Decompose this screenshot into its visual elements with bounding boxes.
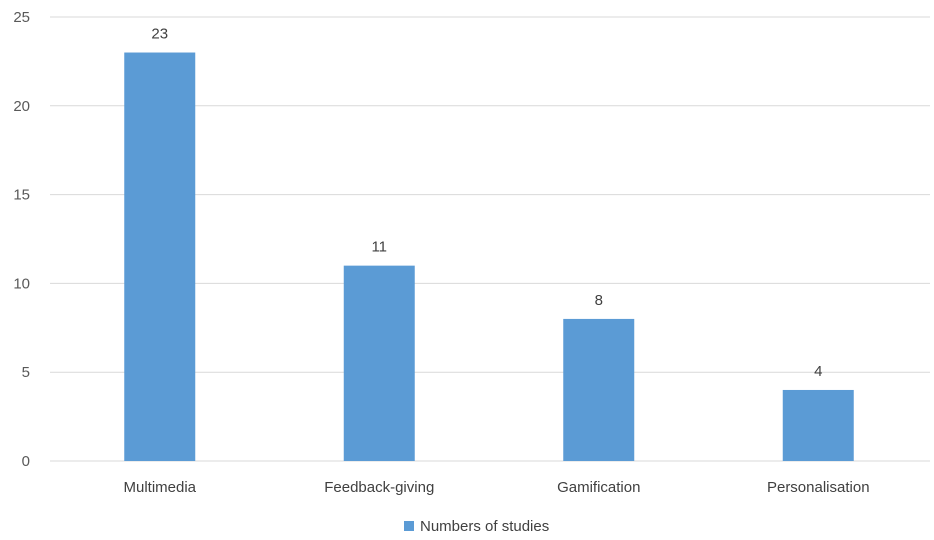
y-tick-label-15: 15 xyxy=(13,187,30,204)
x-axis-category-labels: Multimedia Feedback-giving Gamification Per… xyxy=(123,479,869,496)
x-category-label-multimedia: Multimedia xyxy=(123,479,196,496)
bar-feedback-giving xyxy=(343,265,415,461)
data-labels: 23 11 8 4 xyxy=(151,26,822,380)
bar-multimedia xyxy=(124,52,196,462)
data-label-multimedia: 23 xyxy=(151,26,168,43)
x-category-label-feedback-giving: Feedback-giving xyxy=(324,479,434,496)
data-label-gamification: 8 xyxy=(595,292,603,309)
y-tick-label-10: 10 xyxy=(13,275,30,292)
y-tick-label-25: 25 xyxy=(13,9,30,26)
y-axis-tick-labels: 0 5 10 15 20 25 xyxy=(13,9,30,470)
legend-label: Numbers of studies xyxy=(420,518,549,535)
x-category-label-gamification: Gamification xyxy=(557,479,640,496)
bar-gamification xyxy=(563,318,635,461)
y-tick-label-0: 0 xyxy=(22,453,30,470)
legend: Numbers of studies xyxy=(404,518,549,535)
bar-personalisation xyxy=(782,389,854,461)
data-label-personalisation: 4 xyxy=(814,363,822,380)
bars xyxy=(124,52,854,462)
legend-swatch xyxy=(404,521,414,531)
y-tick-label-20: 20 xyxy=(13,98,30,115)
x-category-label-personalisation: Personalisation xyxy=(767,479,870,496)
y-tick-label-5: 5 xyxy=(22,364,30,381)
data-label-feedback-giving: 11 xyxy=(371,239,387,256)
